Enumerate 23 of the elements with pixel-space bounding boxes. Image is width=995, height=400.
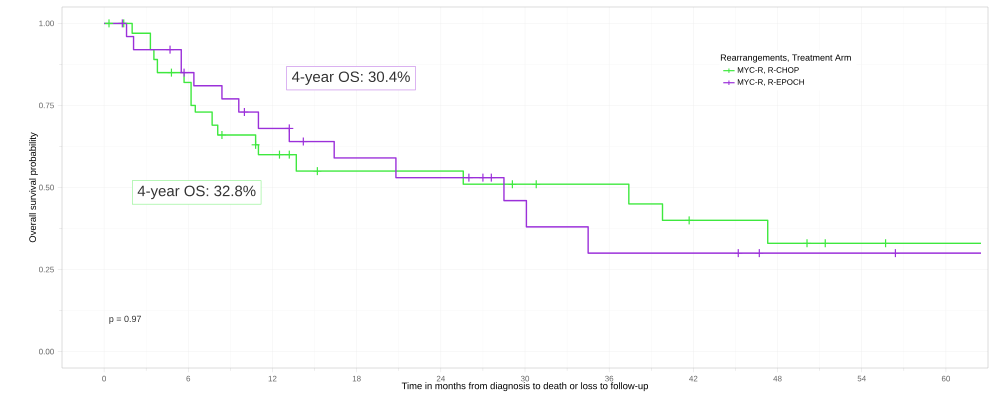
point [803,239,812,248]
point [487,174,496,182]
point [478,174,487,182]
annotation: 4-year OS: 32.8% [138,186,256,200]
point [508,180,516,188]
point [685,216,694,224]
point [299,138,308,146]
point [821,239,830,248]
point [734,249,742,258]
point [166,46,174,54]
legend-title: Rearrangements, Treatment Arm [720,54,851,63]
point [285,124,294,132]
annotation: 4-year OS: 30.4% [292,71,410,85]
point [755,249,764,258]
point [252,140,260,149]
x-axis-title: Time in months from diagnosis to death or loss to follow-up [402,382,648,392]
point [882,239,890,248]
point [285,150,294,159]
point [532,180,540,188]
point [464,174,473,182]
y-axis-title: Overall survival probability [29,132,38,242]
annotation: p = 0.97 [109,316,141,324]
point [275,150,284,159]
